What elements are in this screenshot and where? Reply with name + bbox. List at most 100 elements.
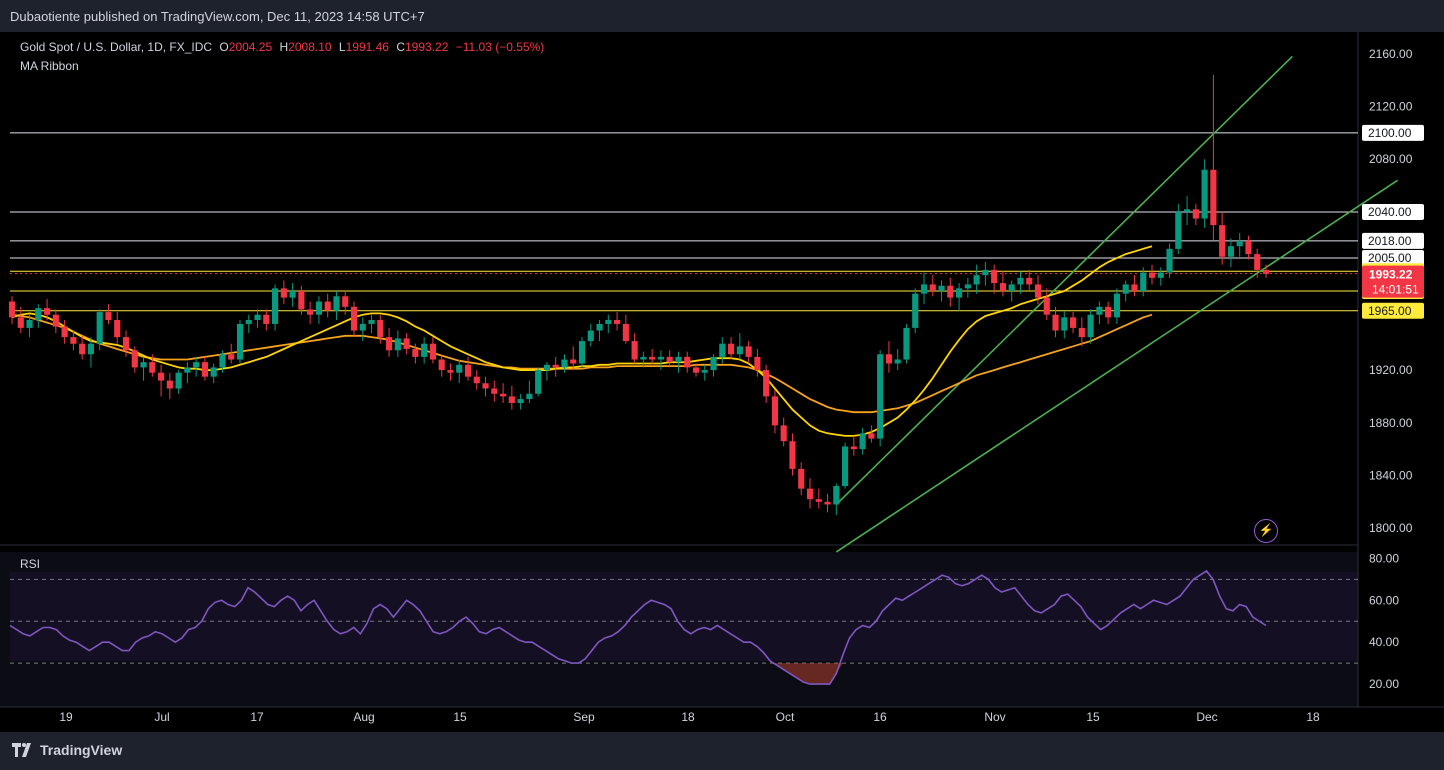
candle <box>903 323 910 364</box>
candle <box>35 304 42 328</box>
candle <box>350 301 358 338</box>
candle <box>622 314 629 344</box>
candle-body <box>894 359 901 364</box>
candle <box>771 389 778 434</box>
candle <box>307 301 314 324</box>
indicator-legend[interactable]: MA Ribbon <box>20 59 79 73</box>
candle <box>175 370 182 394</box>
candle <box>1087 309 1094 344</box>
level-label-text: 2018.00 <box>1368 234 1412 248</box>
candle-body <box>122 337 130 351</box>
open-label: O <box>219 40 229 54</box>
candle <box>368 314 375 334</box>
candle-body <box>1148 272 1156 278</box>
candle <box>228 343 235 364</box>
tradingview-logo[interactable]: TradingView <box>12 742 122 758</box>
tradingview-icon <box>12 743 31 757</box>
candle <box>1184 196 1191 226</box>
candle <box>79 335 86 360</box>
low-value: 1991.46 <box>345 40 389 54</box>
close-label: C <box>396 40 405 54</box>
candle-body <box>999 283 1006 291</box>
candle-body <box>1087 314 1094 338</box>
candle <box>894 348 901 371</box>
candle-body <box>412 348 419 357</box>
time-tick-label: Oct <box>776 710 795 724</box>
candle-body <box>272 288 279 324</box>
candle-body <box>87 343 94 355</box>
candle <box>456 359 463 384</box>
candle <box>236 319 244 364</box>
candle <box>649 348 656 365</box>
time-tick-label: Dec <box>1196 710 1217 724</box>
candle <box>342 291 349 315</box>
symbol-name[interactable]: Gold Spot / U.S. Dollar, 1D, FX_IDC <box>20 40 213 54</box>
channel-lower-line <box>835 179 1398 553</box>
candle <box>912 288 919 334</box>
candle-body <box>1105 306 1112 318</box>
lightning-icon[interactable]: ⚡ <box>1254 519 1278 543</box>
candle <box>850 435 857 456</box>
candle <box>1210 74 1217 241</box>
candle <box>1140 267 1147 297</box>
candle-body <box>403 338 410 349</box>
candle-body <box>1245 240 1252 255</box>
candle-body <box>535 370 542 394</box>
candle <box>631 333 638 364</box>
candle <box>561 354 568 373</box>
candle-body <box>964 284 971 289</box>
candle-body <box>710 356 717 371</box>
price-tick-label: 1800.00 <box>1369 521 1413 535</box>
candle-body <box>491 388 498 394</box>
level-label-text: 2100.00 <box>1368 126 1412 140</box>
candle <box>1017 271 1024 294</box>
candle <box>289 283 296 307</box>
time-tick-label: Aug <box>353 710 374 724</box>
candle <box>421 337 428 364</box>
candle <box>780 417 787 447</box>
chart-area[interactable]: 2160.002120.002080.002040.001920.001880.… <box>0 32 1444 732</box>
candle <box>1096 301 1103 324</box>
level-label-box <box>1362 302 1424 319</box>
candle <box>1052 306 1059 338</box>
candle-body <box>806 488 814 500</box>
candle-body <box>736 346 743 355</box>
candle-body <box>482 383 489 389</box>
candle <box>1131 275 1138 297</box>
candle <box>464 356 472 381</box>
candle-body <box>377 319 384 338</box>
candle <box>44 298 51 320</box>
candle-body <box>692 367 700 373</box>
time-axis[interactable]: 19 Jul 17 Aug 15 Sep 18 Oct 16 Nov 15 Dec 18 <box>59 710 1320 724</box>
rsi-label[interactable]: RSI <box>20 557 41 571</box>
candle <box>877 350 884 447</box>
candles <box>8 74 1270 516</box>
candle <box>219 350 226 373</box>
candle-body <box>1201 169 1208 219</box>
candle <box>1201 159 1208 228</box>
candle <box>8 296 16 324</box>
candle-body <box>771 396 778 426</box>
time-tick-label: 16 <box>873 710 887 724</box>
candle <box>254 309 261 328</box>
candle-body <box>780 425 787 442</box>
candle <box>657 350 664 371</box>
time-tick-label: 15 <box>453 710 467 724</box>
candle-body <box>815 499 822 502</box>
candle-body <box>859 433 866 450</box>
candle-body <box>236 323 244 360</box>
candle-body <box>920 284 928 294</box>
rsi-tick-label: 80.00 <box>1369 551 1399 565</box>
candle-body <box>587 330 594 342</box>
candle <box>842 442 849 489</box>
candle-body <box>649 356 656 360</box>
price-tick-label: 2160.00 <box>1369 47 1413 61</box>
candle-body <box>561 359 568 368</box>
candle-body <box>833 486 840 505</box>
candle <box>640 351 647 368</box>
candle <box>859 428 866 455</box>
candle <box>447 363 454 381</box>
candle <box>429 337 436 364</box>
candle <box>140 356 147 381</box>
candle-body <box>1262 269 1270 274</box>
